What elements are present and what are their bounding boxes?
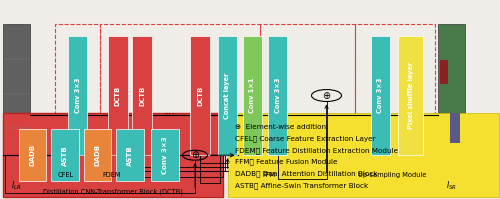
Bar xyxy=(132,36,152,155)
Text: ASTB: ASTB xyxy=(127,145,133,166)
Bar xyxy=(151,129,179,181)
Bar xyxy=(84,129,111,181)
Bar xyxy=(100,24,260,171)
Text: ⊕: ⊕ xyxy=(191,150,199,160)
Bar xyxy=(68,36,87,155)
Text: $I_{SR}$: $I_{SR}$ xyxy=(446,179,456,192)
Bar xyxy=(398,36,423,155)
Text: DADB: DADB xyxy=(30,144,36,166)
Text: FDEM： Feature Distillation Extraction Module: FDEM： Feature Distillation Extraction Mo… xyxy=(235,147,398,154)
Text: Up-sampling Module: Up-sampling Module xyxy=(358,172,426,178)
Bar xyxy=(19,129,46,181)
Text: ASTB: ASTB xyxy=(62,145,68,166)
Text: FFM: FFM xyxy=(262,172,276,178)
Bar xyxy=(55,24,100,171)
Text: Conv 3×3: Conv 3×3 xyxy=(162,136,168,174)
Text: Pixel shuffle layer: Pixel shuffle layer xyxy=(408,62,414,129)
Text: CFEL： Coarse Feature Extraction Layer: CFEL： Coarse Feature Extraction Layer xyxy=(235,136,376,142)
Bar xyxy=(355,24,435,171)
Text: ASTB： Affine-Swin Transformer Block: ASTB： Affine-Swin Transformer Block xyxy=(235,182,368,189)
Text: DCTB: DCTB xyxy=(114,85,120,106)
Bar xyxy=(2,113,222,197)
Bar xyxy=(116,129,144,181)
Text: Distillation CNN-Transformer Block (DCTB): Distillation CNN-Transformer Block (DCTB… xyxy=(42,188,182,195)
Text: DADB： Dual Attention Distillation Block: DADB： Dual Attention Distillation Block xyxy=(235,171,378,177)
Text: Conv 1×1: Conv 1×1 xyxy=(250,78,256,113)
Bar xyxy=(218,36,237,155)
Text: ⊕  Element-wise addition: ⊕ Element-wise addition xyxy=(235,124,326,130)
Bar xyxy=(228,113,498,197)
Text: Conv 3×3: Conv 3×3 xyxy=(74,78,80,113)
Bar xyxy=(450,113,460,143)
Bar xyxy=(268,36,287,155)
Text: ⊕: ⊕ xyxy=(322,91,330,100)
Text: CFEL: CFEL xyxy=(58,172,74,178)
Bar xyxy=(370,36,390,155)
Text: Concat layer: Concat layer xyxy=(224,72,230,119)
Text: Conv 3×3: Conv 3×3 xyxy=(377,78,383,113)
Text: DADB: DADB xyxy=(94,144,100,166)
Text: $I_{LR}$: $I_{LR}$ xyxy=(11,179,21,192)
Text: ...: ... xyxy=(164,106,175,116)
Bar xyxy=(260,24,355,171)
Text: FFM： Feature Fusion Module: FFM： Feature Fusion Module xyxy=(235,159,338,166)
Bar xyxy=(190,36,210,155)
Bar xyxy=(438,24,465,163)
Text: FDEM: FDEM xyxy=(102,172,121,178)
Bar xyxy=(52,129,79,181)
Bar xyxy=(2,24,30,163)
Bar xyxy=(243,36,262,155)
Text: DCTB: DCTB xyxy=(140,85,145,106)
Bar xyxy=(108,36,128,155)
Text: Conv 3×3: Conv 3×3 xyxy=(274,78,280,113)
Text: DCTB: DCTB xyxy=(197,85,203,106)
Bar xyxy=(440,60,448,84)
